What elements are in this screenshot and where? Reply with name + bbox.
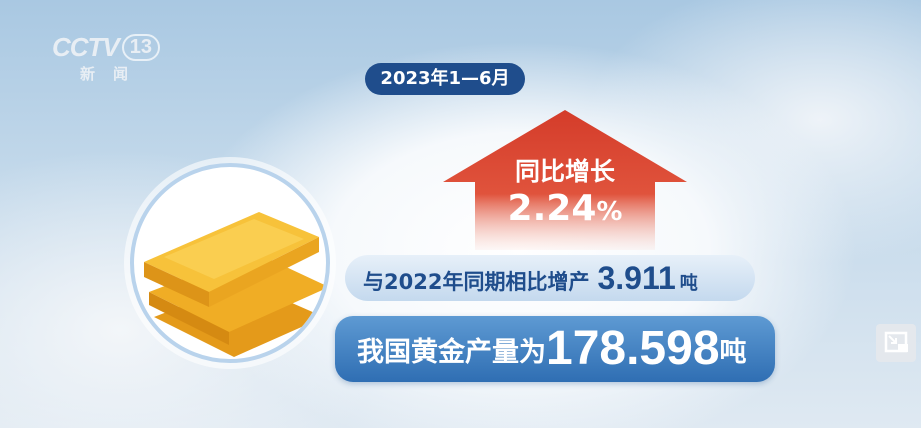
growth-label: 同比增长 <box>514 157 615 186</box>
picture-in-picture-exit-icon <box>884 331 908 353</box>
date-badge: 2023年1—6月 <box>365 63 525 95</box>
growth-value: 2.24 <box>507 188 597 229</box>
growth-unit: % <box>596 197 623 227</box>
gold-bars-icon <box>144 212 326 357</box>
increase-unit: 吨 <box>679 273 698 294</box>
logo-channel: 13 <box>121 34 161 61</box>
increase-value: 3.911 <box>597 260 676 296</box>
growth-value-wrap: 2.24% <box>475 188 655 229</box>
picture-in-picture-exit-button[interactable] <box>876 324 916 362</box>
logo-sub: 新闻 <box>80 66 147 83</box>
cctv13-logo: CCTV 13 新闻 <box>52 32 161 84</box>
output-prefix: 我国黄金产量为 <box>357 337 546 368</box>
logo-brand: CCTV <box>52 32 120 62</box>
gold-bars-image <box>130 163 330 363</box>
increase-banner: 与2022年同期相比增产 3.911 吨 <box>345 255 755 301</box>
output-unit: 吨 <box>719 337 747 368</box>
up-arrow-icon <box>443 110 687 250</box>
output-banner: 我国黄金产量为178.598吨 <box>335 316 775 382</box>
increase-prefix: 与2022年同期相比增产 <box>363 270 590 294</box>
output-value: 178.598 <box>546 322 720 375</box>
